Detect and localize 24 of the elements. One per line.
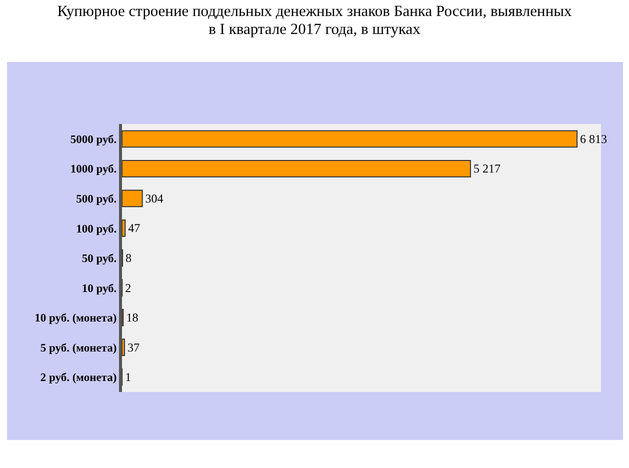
chart-title: Купюрное строение поддельных денежных знаков Банка России, выявленных в I квартале 2017 года, в штуках <box>56 2 573 40</box>
data-label: 6 813 <box>580 132 608 146</box>
bar <box>122 338 125 356</box>
data-label: 18 <box>126 310 138 325</box>
data-label: 1 <box>125 370 132 384</box>
bar <box>122 220 126 237</box>
y-tick-label: 500 руб. <box>76 193 117 206</box>
y-tick-label: 5 руб. (монета) <box>40 342 117 354</box>
y-tick-label: 50 руб. <box>82 253 117 266</box>
data-label: 47 <box>128 221 140 236</box>
data-label: 5 217 <box>473 162 500 176</box>
data-label: 37 <box>127 340 140 354</box>
y-tick-label: 1000 руб. <box>70 164 117 176</box>
y-tick-label: 2 руб. (монета) <box>40 372 117 384</box>
y-tick-label: 100 руб. <box>76 223 117 236</box>
bar <box>122 130 578 148</box>
data-label: 2 <box>125 280 132 295</box>
y-tick-label: 10 руб. (монета) <box>34 312 117 325</box>
y-tick-label: 10 руб. <box>82 282 117 295</box>
data-label: 8 <box>126 251 132 265</box>
y-tick-label: 5000 руб. <box>70 134 117 146</box>
data-label: 304 <box>145 191 164 206</box>
bar <box>122 190 143 208</box>
bar <box>122 160 471 178</box>
